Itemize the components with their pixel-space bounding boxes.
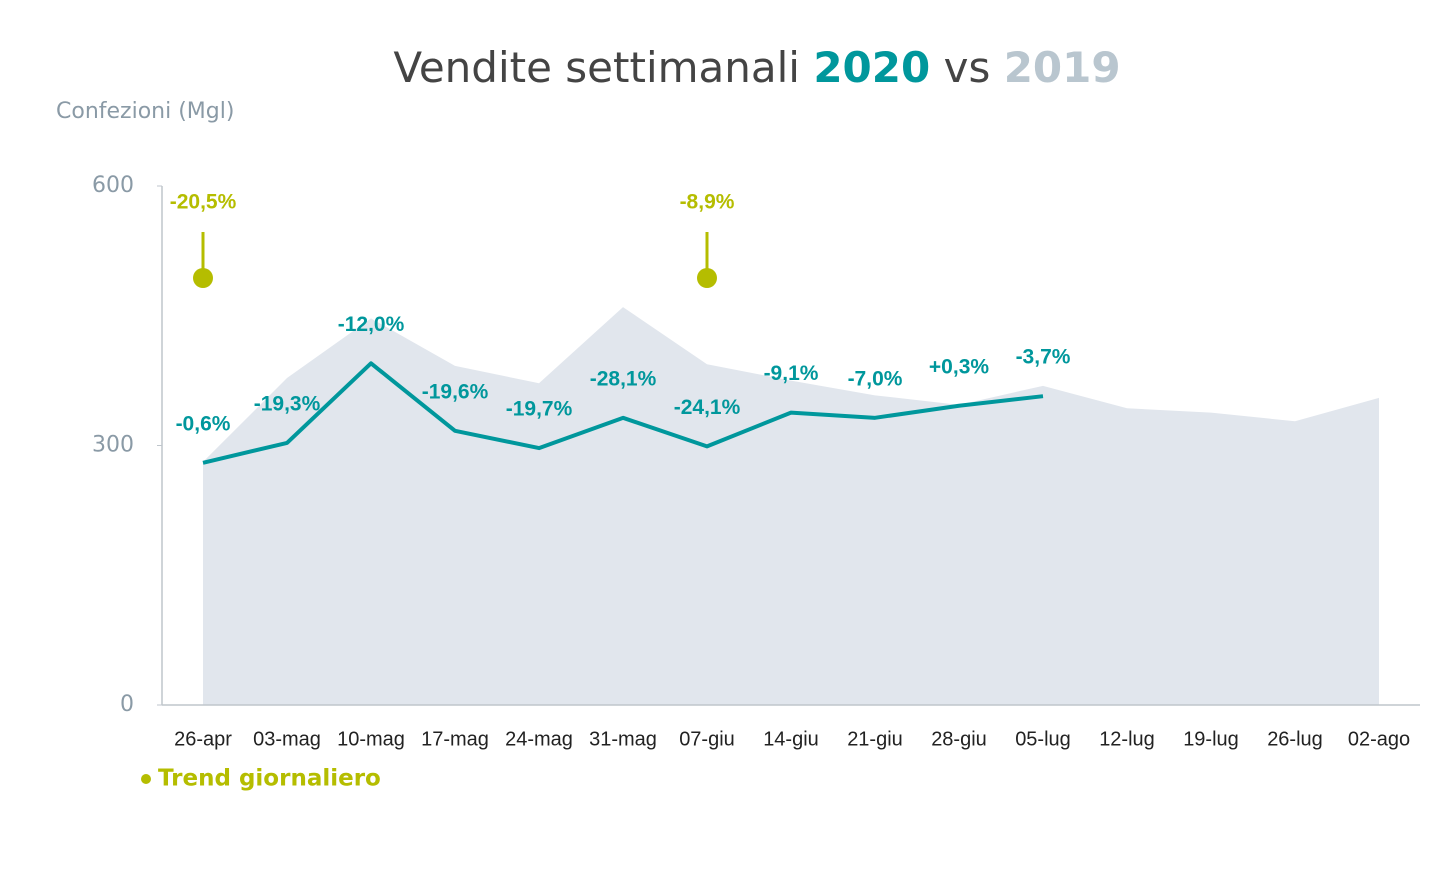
change-label: -3,7% — [1016, 346, 1071, 369]
y-tick-label: 0 — [120, 692, 134, 717]
x-tick-label: 26-lug — [1267, 728, 1323, 750]
area-2019 — [203, 307, 1379, 705]
title-2020: 2020 — [813, 43, 930, 92]
legend-label: Trend giornaliero — [158, 766, 381, 792]
title-2019: 2019 — [1004, 43, 1121, 92]
x-tick-label: 02-ago — [1348, 728, 1410, 750]
title-vs: vs — [944, 43, 991, 92]
x-tick-label: 03-mag — [253, 728, 321, 750]
y-tick-label: 600 — [92, 173, 134, 198]
trend-dot — [193, 268, 213, 288]
change-label: -9,1% — [764, 362, 819, 385]
change-label: -19,3% — [254, 392, 321, 415]
x-tick-label: 26-apr — [174, 728, 232, 750]
change-label: -28,1% — [590, 367, 657, 390]
legend-dot — [141, 774, 151, 784]
trend-label: -8,9% — [680, 191, 735, 214]
trend-label: -20,5% — [170, 191, 237, 214]
x-tick-label: 19-lug — [1183, 728, 1239, 750]
x-tick-label: 31-mag — [589, 728, 657, 750]
change-label: -0,6% — [176, 412, 231, 435]
x-tick-label: 14-giu — [763, 728, 819, 750]
x-tick-label: 17-mag — [421, 728, 489, 750]
title-text: Vendite settimanali — [393, 43, 800, 92]
chart-title: Vendite settimanali 2020 vs 2019 — [393, 43, 1120, 92]
change-label: -24,1% — [674, 396, 741, 419]
x-tick-label: 10-mag — [337, 728, 405, 750]
y-axis-label: Confezioni (Mgl) — [56, 99, 234, 124]
x-tick-label: 28-giu — [931, 728, 987, 750]
change-label: -7,0% — [848, 367, 903, 390]
trend-dot — [697, 268, 717, 288]
change-label: -12,0% — [338, 313, 405, 336]
change-label: +0,3% — [929, 355, 989, 378]
y-tick-label: 300 — [92, 433, 134, 458]
x-tick-label: 07-giu — [679, 728, 735, 750]
change-label: -19,7% — [506, 398, 573, 421]
x-tick-label: 12-lug — [1099, 728, 1155, 750]
change-label: -19,6% — [422, 380, 489, 403]
line-2020 — [202, 361, 1044, 465]
x-tick-label: 21-giu — [847, 728, 903, 750]
x-tick-label: 24-mag — [505, 728, 573, 750]
x-tick-label: 05-lug — [1015, 728, 1071, 750]
